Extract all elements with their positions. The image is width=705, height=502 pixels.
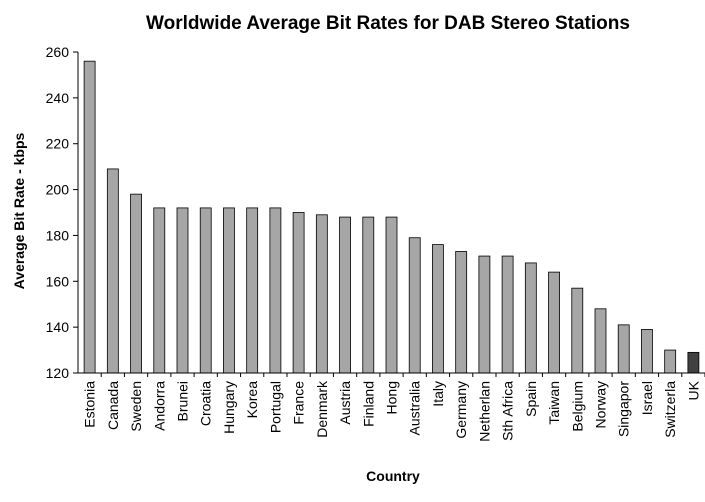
- x-tick-label: UK: [685, 380, 701, 400]
- bar: [292, 212, 305, 374]
- x-tick-label: Denmark: [314, 380, 330, 438]
- y-tick-label: 120: [46, 365, 70, 381]
- x-tick-label: Portugal: [267, 381, 283, 433]
- x-tick-label: Korea: [244, 381, 260, 419]
- y-tick-label: 260: [46, 44, 70, 60]
- bar: [594, 308, 607, 374]
- bar: [246, 207, 259, 374]
- bar: [83, 60, 96, 374]
- y-tick-label: 160: [46, 273, 70, 289]
- bar: [687, 351, 700, 374]
- x-tick-label: Andorra: [151, 381, 167, 431]
- y-tick-label: 240: [46, 90, 70, 106]
- bar: [339, 216, 351, 374]
- x-tick-label: Austria: [337, 381, 353, 425]
- x-tick-label: Spain: [523, 381, 539, 417]
- x-tick-label: Estonia: [82, 381, 98, 428]
- x-tick-label: Finland: [360, 381, 376, 427]
- bar: [223, 207, 235, 374]
- bar: [106, 168, 119, 374]
- y-axis-title: Average Bit Rate - kbps: [11, 132, 27, 289]
- x-tick-label: Canada: [105, 381, 121, 430]
- bar: [199, 207, 212, 374]
- bar: [478, 255, 491, 374]
- bar: [432, 244, 444, 374]
- bar: [130, 193, 142, 374]
- x-tick-label: Norway: [593, 381, 609, 428]
- x-tick-label: Brunei: [175, 381, 191, 421]
- x-tick-label: Hong: [384, 381, 400, 414]
- bar: [408, 237, 421, 374]
- bar: [664, 349, 677, 374]
- x-tick-label: Australia: [407, 381, 423, 436]
- x-tick-label: Belgium: [569, 381, 585, 432]
- x-tick-label: Sth Africa: [500, 381, 516, 441]
- y-tick-label: 140: [46, 319, 70, 335]
- bar: [176, 207, 189, 374]
- x-tick-label: France: [291, 381, 307, 425]
- bar: [501, 255, 514, 374]
- x-tick-label: Germany: [453, 381, 469, 439]
- bar: [269, 207, 282, 374]
- bar: [641, 329, 653, 374]
- x-tick-label: Switzerla: [662, 381, 678, 438]
- bar: [362, 216, 375, 374]
- x-tick-label: Taiwan: [546, 381, 562, 425]
- x-tick-label: Netherlan: [476, 381, 492, 442]
- bar: [385, 216, 398, 374]
- x-axis-title: Country: [366, 468, 420, 484]
- bar: [455, 251, 468, 374]
- x-tick-label: Sweden: [128, 381, 144, 432]
- bar: [524, 262, 537, 374]
- y-tick-label: 180: [46, 227, 70, 243]
- y-tick-label: 220: [46, 136, 70, 152]
- bar: [571, 287, 584, 374]
- bar: [617, 324, 630, 374]
- x-tick-label: Croatia: [198, 381, 214, 426]
- y-tick-label: 200: [46, 182, 70, 198]
- x-tick-label: Israel: [639, 381, 655, 415]
- bar: [548, 271, 560, 374]
- bar: [153, 207, 166, 374]
- plot-area: 120 140 160 180 200 220 240 260 Estonia Canada Swe…: [46, 44, 705, 442]
- x-tick-label: Singapor: [616, 381, 632, 437]
- x-tick-label: Hungary: [221, 381, 237, 434]
- bar: [315, 214, 328, 374]
- x-tick-label: Italy: [430, 381, 446, 407]
- chart-title: Worldwide Average Bit Rates for DAB Ster…: [146, 13, 630, 34]
